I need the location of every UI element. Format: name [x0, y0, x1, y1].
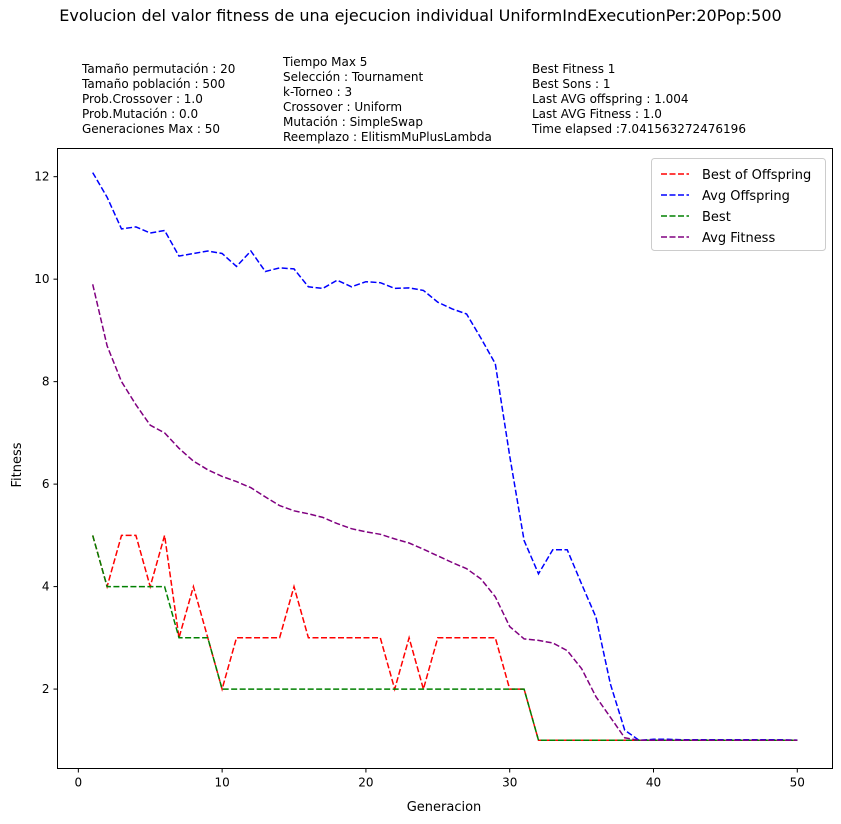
y-tick-label: 12 — [34, 170, 49, 184]
run-parameters-col2: Tiempo Max 5 Selección : Tournament k-Torn… — [283, 55, 492, 145]
info-line: k-Torneo : 3 — [283, 85, 353, 99]
info-line: Last AVG offspring : 1.004 — [532, 92, 689, 106]
info-line: Reemplazo : ElitismMuPlusLambda — [283, 130, 492, 144]
x-tick-label: 40 — [646, 776, 661, 790]
x-axis-label: Generacion — [407, 800, 482, 815]
info-line: Best Sons : 1 — [532, 77, 611, 91]
y-tick-label: 2 — [42, 682, 50, 696]
y-tick-label: 8 — [42, 375, 50, 389]
legend-label: Best of Offspring — [702, 168, 811, 183]
x-tick-label: 30 — [502, 776, 517, 790]
info-line: Tamaño población : 500 — [82, 77, 226, 91]
info-line: Selección : Tournament — [283, 70, 424, 84]
series-layer — [91, 172, 798, 742]
chart-title: Evolucion del valor fitness de una ejecu… — [59, 6, 782, 25]
run-parameters-col1: Tamaño permutación : 20 Tamaño población … — [82, 62, 235, 137]
legend-label: Best — [702, 210, 731, 225]
x-tick-label: 20 — [358, 776, 373, 790]
info-line: Crossover : Uniform — [283, 100, 403, 114]
info-line: Time elapsed :7.041563272476196 — [532, 122, 746, 136]
plot-frame — [57, 148, 833, 769]
x-tick-label: 50 — [790, 776, 805, 790]
series-line-1 — [92, 172, 798, 742]
run-results-col3: Best Fitness 1 Best Sons : 1 Last AVG offs… — [532, 62, 746, 137]
x-tick-label: 10 — [214, 776, 229, 790]
info-line: Tiempo Max 5 — [283, 55, 368, 69]
info-line: Mutación : SimpleSwap — [283, 115, 423, 129]
series-line-3 — [91, 284, 798, 742]
legend-label: Avg Fitness — [702, 231, 775, 246]
x-tick-label: 0 — [75, 776, 83, 790]
y-axis-label: Fitness — [10, 442, 25, 487]
axis-layer: 0 10 20 30 40 50 2 4 6 8 10 12 — [34, 170, 805, 790]
info-line: Tamaño permutación : 20 — [82, 62, 236, 76]
legend-box — [651, 158, 826, 251]
info-line: Last AVG Fitness : 1.0 — [532, 107, 662, 121]
info-line: Generaciones Max : 50 — [82, 122, 221, 136]
info-line: Prob.Mutación : 0.0 — [82, 107, 199, 121]
info-line: Best Fitness 1 — [532, 62, 616, 76]
y-tick-label: 4 — [42, 580, 50, 594]
y-tick-label: 6 — [42, 477, 50, 491]
legend-label: Avg Offspring — [702, 189, 790, 204]
info-line: Prob.Crossover : 1.0 — [82, 92, 203, 106]
series-line-2 — [91, 535, 798, 742]
y-tick-label: 10 — [34, 272, 49, 286]
legend: Best of Offspring Avg Offspring Best Avg Fi… — [651, 158, 826, 251]
